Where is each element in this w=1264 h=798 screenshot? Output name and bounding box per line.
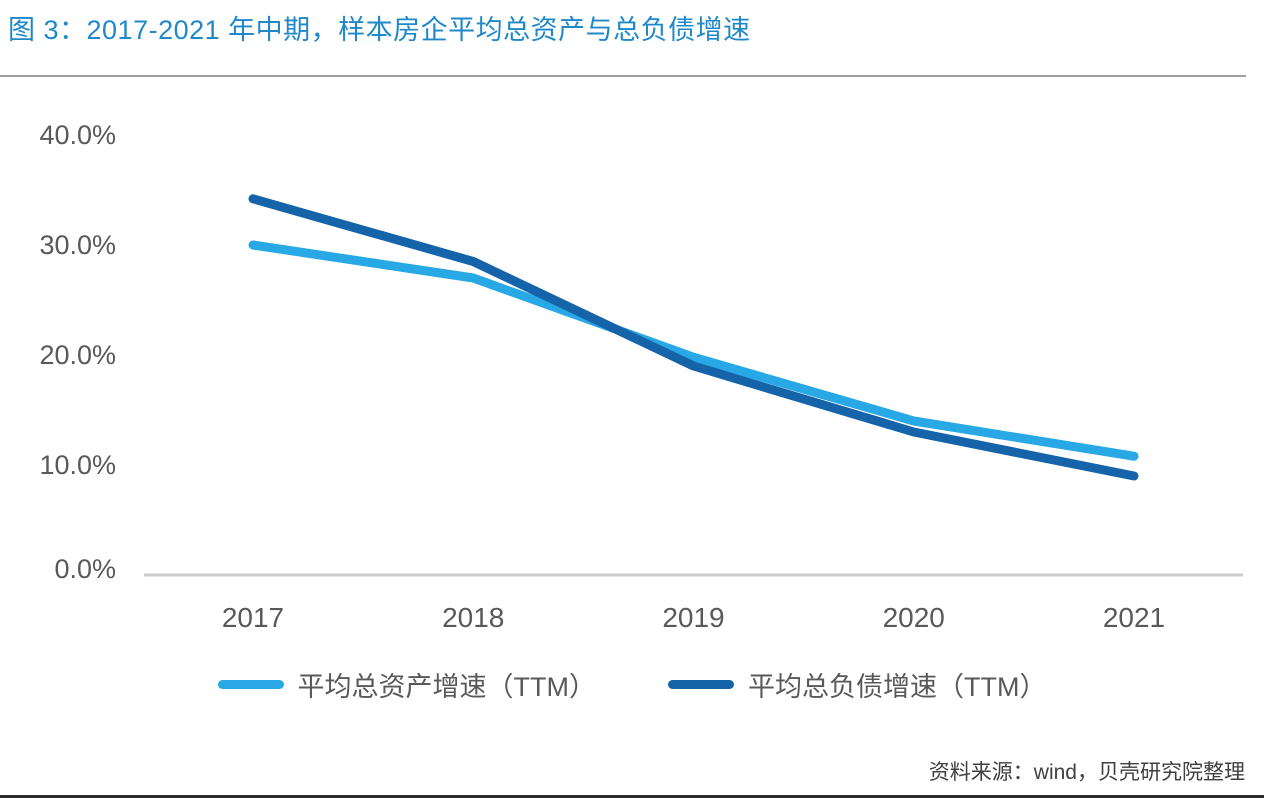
chart-legend: 平均总资产增速（TTM） 平均总负债增速（TTM） xyxy=(0,664,1264,704)
legend-item-liabilities: 平均总负债增速（TTM） xyxy=(668,665,1046,704)
legend-label-assets: 平均总资产增速（TTM） xyxy=(297,671,596,702)
y-axis-tick-label: 0.0% xyxy=(54,554,116,584)
page-bottom-border xyxy=(0,795,1264,798)
title-divider xyxy=(0,75,1246,77)
x-axis-tick-label: 2021 xyxy=(1103,602,1165,633)
x-axis-tick-label: 2018 xyxy=(442,602,504,633)
x-axis-tick-label: 2020 xyxy=(883,602,945,633)
legend-label-liabilities: 平均总负债增速（TTM） xyxy=(748,671,1047,702)
source-note: 资料来源：wind，贝壳研究院整理 xyxy=(928,761,1245,784)
x-axis-tick-label: 2019 xyxy=(662,602,724,633)
chart-title: 图 3：2017-2021 年中期，样本房企平均总资产与总负债增速 xyxy=(8,15,751,45)
assets-line-swatch-icon xyxy=(217,679,284,689)
y-axis-tick-label: 20.0% xyxy=(39,340,116,370)
y-axis-tick-label: 30.0% xyxy=(39,230,116,260)
series-line-liabilities xyxy=(248,194,1139,481)
series-line-assets xyxy=(248,240,1139,461)
liabilities-line-swatch-icon xyxy=(668,679,734,689)
y-axis-tick-label: 40.0% xyxy=(39,120,116,150)
x-axis-tick-label: 2017 xyxy=(222,602,284,633)
legend-item-assets: 平均总资产增速（TTM） xyxy=(217,665,596,704)
y-axis-tick-label: 10.0% xyxy=(39,450,116,480)
